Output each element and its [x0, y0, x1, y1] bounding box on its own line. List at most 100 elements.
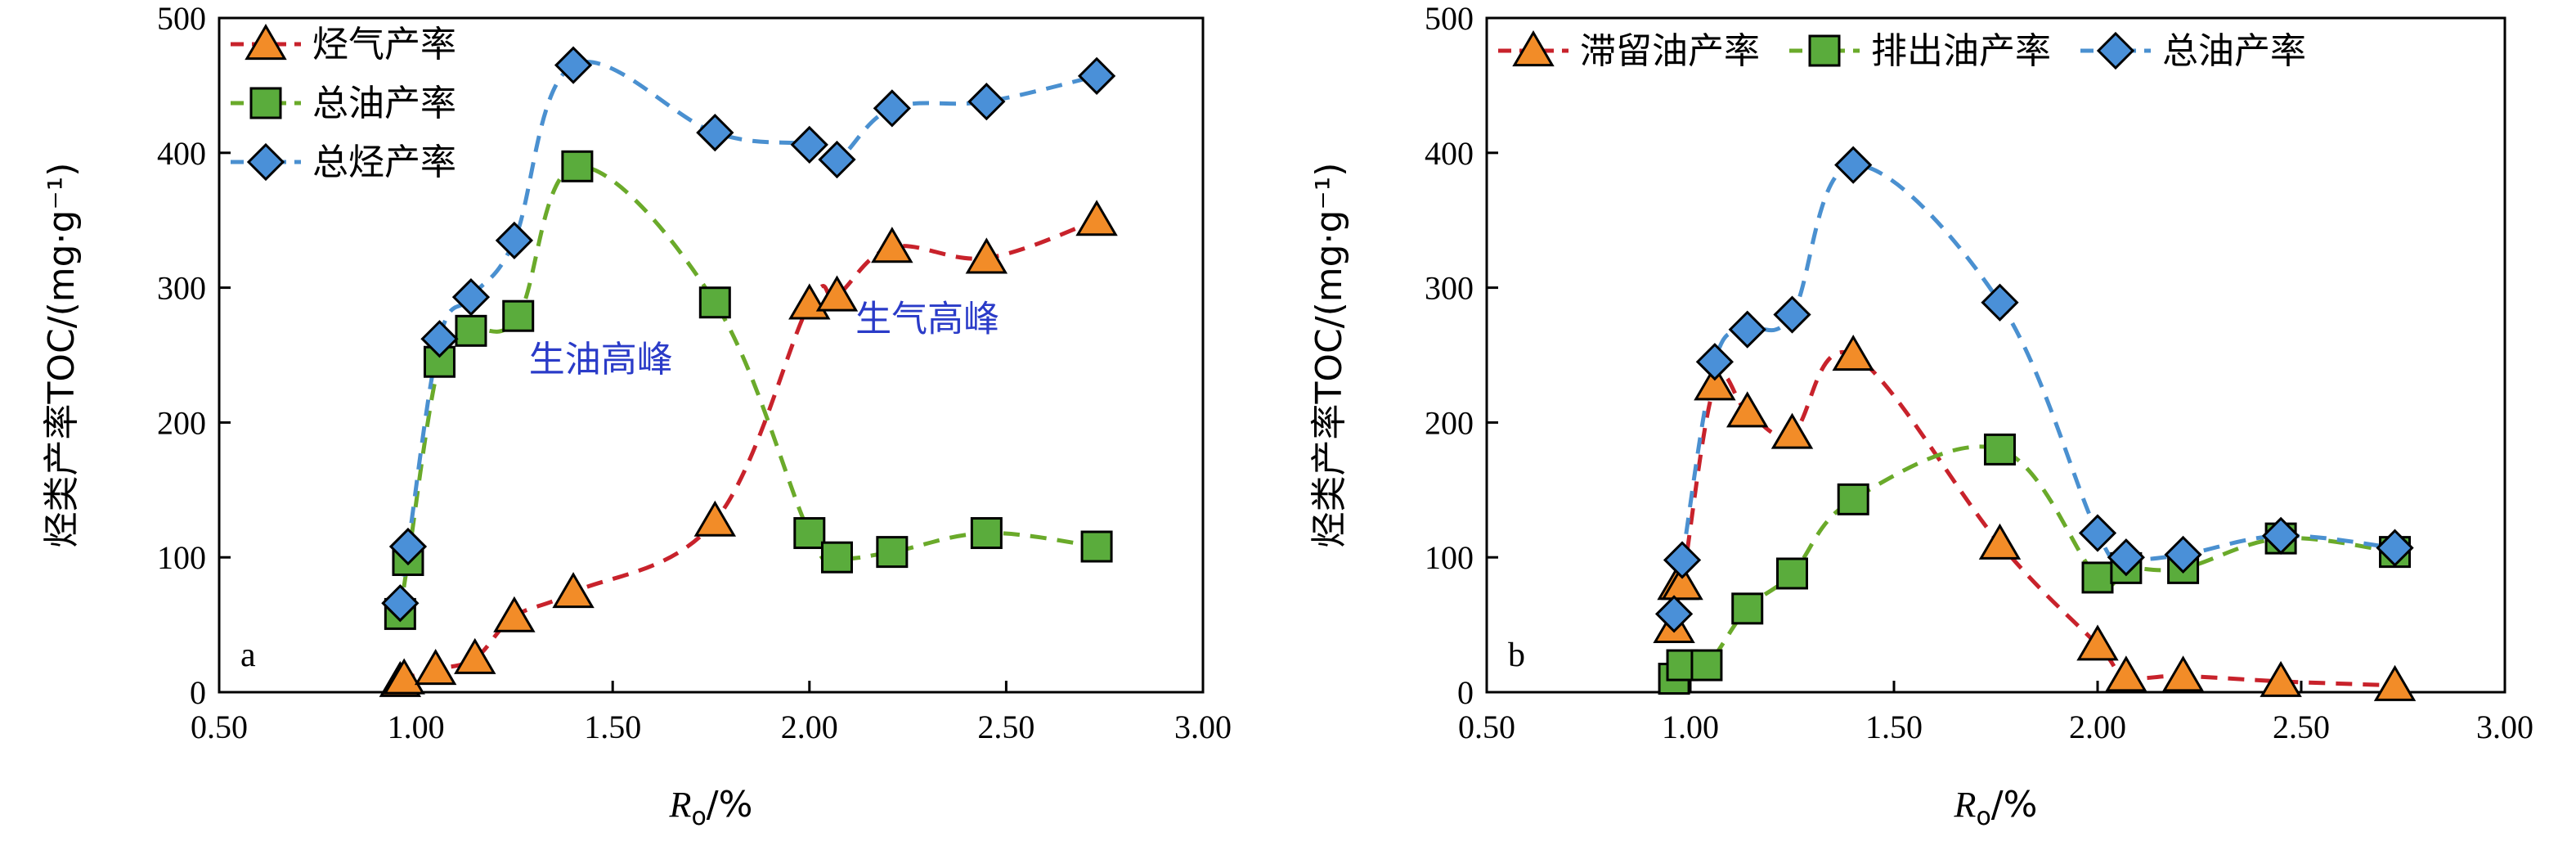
data-point-square	[1776, 557, 1808, 590]
x-axis-title: Ro/%	[669, 784, 753, 831]
data-point-triangle	[965, 237, 1008, 274]
data-point-square	[1690, 649, 1723, 682]
data-point-diamond	[818, 140, 856, 179]
x-tick-label: 3.00	[2476, 709, 2533, 745]
legend-label: 滞留油产率	[1580, 30, 1760, 72]
data-point-square	[455, 314, 487, 347]
series-line-0	[1672, 350, 2395, 688]
y-tick-label: 400	[1425, 135, 1474, 172]
legend-marker-square	[249, 87, 282, 119]
x-tick-label: 2.50	[2273, 709, 2330, 745]
legend-label: 总油产率	[2162, 30, 2306, 72]
x-tick-label: 1.50	[1865, 709, 1923, 745]
data-point-square	[970, 517, 1003, 550]
data-point-triangle	[1770, 412, 1814, 449]
data-point-diamond	[2107, 538, 2145, 577]
data-point-diamond	[495, 221, 534, 260]
x-tick-label: 3.00	[1174, 709, 1232, 745]
panel-label: b	[1508, 637, 1525, 674]
data-point-diamond	[554, 46, 593, 84]
data-point-square	[2081, 561, 2114, 594]
y-tick-label: 100	[157, 539, 206, 576]
data-point-square	[1080, 530, 1113, 563]
data-point-triangle	[383, 658, 425, 695]
chart-panel-b: 0.50 1.00 1.50 2.00 2.50 3.00 0 100 200 300 400 500…	[1308, 0, 2533, 831]
data-point-diamond	[696, 113, 734, 152]
legend-marker-triangle	[1512, 30, 1555, 67]
data-point-diamond	[388, 527, 428, 566]
annotation-label: 生油高峰	[529, 339, 673, 380]
data-point-triangle	[1694, 364, 1736, 401]
data-point-triangle	[1978, 523, 2022, 560]
x-tick-label: 2.50	[977, 709, 1034, 745]
data-point-diamond	[873, 89, 911, 128]
y-tick-label: 300	[157, 270, 206, 307]
legend-label: 总烃产率	[312, 142, 456, 183]
data-point-diamond	[451, 278, 491, 317]
chart-panel-a: 0.50 1.00 1.50 2.00 2.50 3.00 0 100 200 300 400 500…	[41, 0, 1232, 831]
y-axis-title: 烃类产率TOC/(mg·g⁻¹)	[1308, 163, 1350, 548]
data-point-square	[423, 345, 456, 378]
x-axis-title: Ro/%	[1954, 784, 2038, 831]
data-point-square	[1837, 483, 1869, 515]
x-tick-label: 1.00	[388, 709, 445, 745]
x-tick-label: 1.50	[584, 709, 641, 745]
y-tick-label: 300	[1425, 270, 1474, 307]
panel-label: a	[240, 637, 256, 674]
data-point-diamond	[2376, 529, 2414, 567]
data-point-square	[502, 299, 535, 332]
data-point-triangle	[1726, 391, 1769, 428]
data-point-triangle	[414, 649, 457, 686]
data-point-diamond	[420, 320, 459, 358]
y-tick-label: 500	[1425, 0, 1474, 37]
data-point-square	[793, 517, 826, 550]
series-line-0	[397, 218, 1097, 684]
legend-marker-diamond	[246, 142, 285, 182]
data-point-square	[698, 286, 731, 319]
data-point-triangle	[2076, 624, 2119, 661]
annotation-label: 生气高峰	[855, 298, 999, 340]
y-tick-label: 400	[157, 135, 206, 172]
series-line-1	[397, 164, 1097, 614]
data-point-diamond	[1077, 56, 1116, 95]
data-point-square	[1983, 433, 2016, 466]
data-point-triangle	[2105, 655, 2147, 692]
y-tick-label: 0	[1457, 674, 1474, 711]
data-point-square	[1731, 592, 1764, 625]
y-tick-label: 200	[1425, 404, 1474, 441]
data-point-triangle	[552, 572, 595, 609]
y-tick-label: 100	[1425, 539, 1474, 576]
x-tick-label: 1.00	[1662, 709, 1719, 745]
data-point-triangle	[815, 275, 859, 312]
y-tick-label: 200	[157, 404, 206, 441]
legend-label: 总油产率	[312, 83, 456, 124]
y-tick-label: 0	[190, 674, 206, 711]
data-point-triangle	[871, 227, 913, 263]
x-tick-label: 2.00	[2069, 709, 2126, 745]
data-point-diamond	[967, 83, 1006, 121]
data-point-diamond	[1728, 310, 1766, 349]
legend-marker-square	[1808, 34, 1841, 67]
x-tick-label: 0.50	[1458, 709, 1515, 745]
plot-frame	[1485, 16, 2506, 694]
data-point-triangle	[1832, 335, 1874, 371]
data-point-diamond	[2261, 516, 2300, 555]
legend-marker-triangle	[245, 24, 287, 61]
y-axis-title: 烃类产率TOC/(mg·g⁻¹)	[41, 163, 83, 548]
data-point-diamond	[1834, 146, 1873, 184]
data-point-diamond	[2078, 514, 2117, 552]
data-point-triangle	[2260, 660, 2302, 697]
data-point-square	[820, 541, 853, 574]
data-point-diamond	[1695, 343, 1735, 381]
data-point-triangle	[2373, 664, 2417, 701]
plot-frame	[218, 16, 1205, 694]
data-point-diamond	[2164, 535, 2202, 574]
legend-label: 排出油产率	[1871, 30, 2051, 72]
y-tick-label: 500	[157, 0, 206, 37]
data-point-triangle	[693, 500, 737, 537]
data-point-diamond	[1981, 283, 2019, 322]
legend-marker-diamond	[2096, 31, 2135, 70]
data-point-triangle	[493, 596, 536, 632]
